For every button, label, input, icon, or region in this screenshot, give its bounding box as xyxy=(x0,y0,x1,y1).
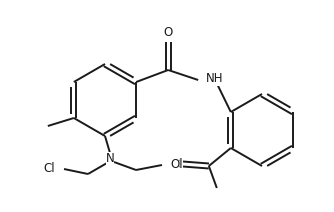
Text: O: O xyxy=(170,158,179,170)
Text: NH: NH xyxy=(206,73,224,85)
Text: Cl: Cl xyxy=(171,159,183,172)
Text: O: O xyxy=(164,26,173,39)
Text: N: N xyxy=(106,152,114,165)
Text: Cl: Cl xyxy=(43,163,55,176)
